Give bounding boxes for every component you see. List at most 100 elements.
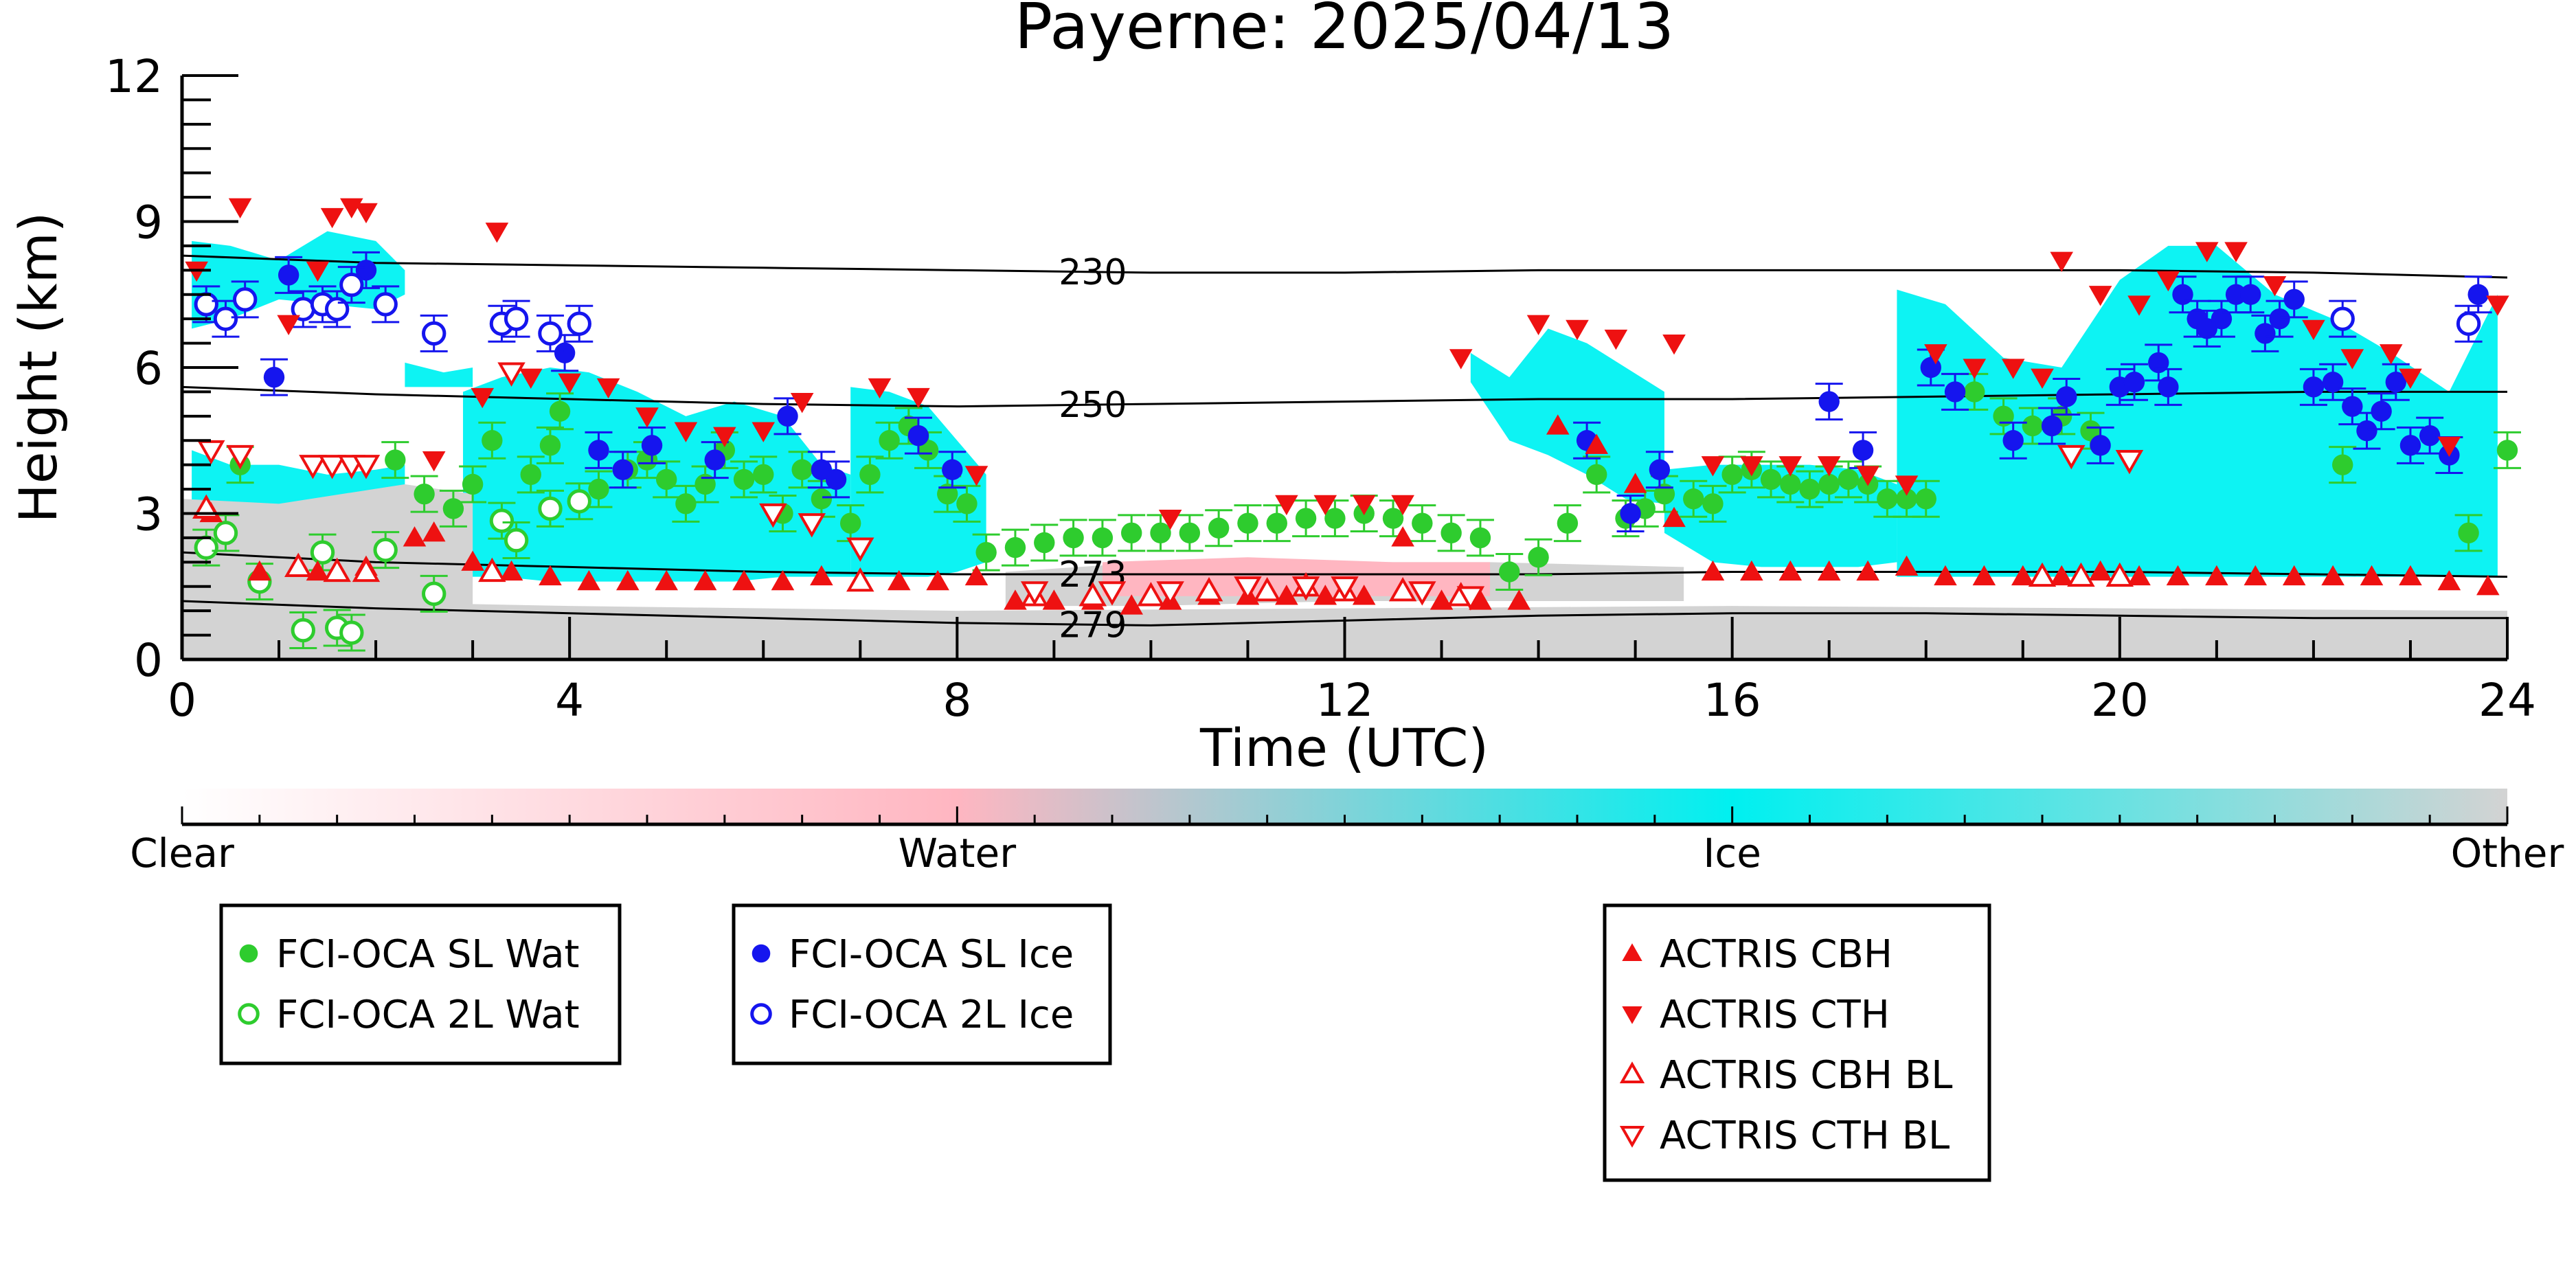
legend-marker	[1622, 943, 1642, 962]
data-point	[306, 261, 330, 282]
colorbar-label: Other	[2451, 830, 2564, 877]
data-point	[1331, 576, 1359, 601]
data-point	[1291, 576, 1320, 601]
data-point	[798, 513, 826, 538]
data-point	[2342, 396, 2363, 417]
data-series	[185, 198, 2521, 652]
data-point	[422, 321, 447, 346]
data-point	[1778, 560, 1803, 581]
data-point	[2419, 425, 2441, 447]
data-point	[1683, 488, 1704, 510]
data-point	[1382, 508, 1404, 529]
data-point	[1895, 555, 1919, 576]
data-point	[2282, 565, 2306, 586]
series-fci-oca-2l-ice	[192, 266, 2483, 352]
data-point	[2050, 251, 2074, 272]
data-point	[1078, 582, 1107, 607]
data-point	[2456, 311, 2481, 336]
data-point	[907, 387, 930, 409]
data-point	[2437, 436, 2461, 457]
data-point	[1195, 577, 1223, 602]
data-point	[352, 557, 381, 583]
data-point	[1856, 560, 1879, 581]
data-point	[2321, 565, 2345, 586]
y-tick-label: 3	[134, 488, 163, 541]
data-point	[2002, 430, 2024, 451]
data-point	[310, 540, 335, 565]
data-point	[1137, 582, 1165, 607]
data-point	[656, 468, 677, 490]
data-point	[194, 535, 218, 560]
data-point	[1818, 391, 1840, 412]
data-point	[2195, 242, 2219, 262]
legend-label: FCI-OCA SL Wat	[276, 932, 580, 977]
data-point	[2028, 562, 2057, 587]
data-point	[1391, 495, 1414, 516]
data-point	[2379, 344, 2403, 365]
data-point	[2399, 435, 2421, 456]
data-point	[615, 569, 640, 591]
series-actris-cth-bl	[197, 362, 2144, 611]
legend-label: FCI-OCA 2L Wat	[276, 993, 580, 1037]
data-point	[462, 473, 484, 495]
data-point	[1740, 456, 1763, 477]
data-point	[284, 552, 313, 578]
data-point	[704, 449, 725, 471]
legend-marker	[1619, 1061, 1645, 1084]
data-point	[825, 468, 847, 490]
data-point	[1944, 381, 1966, 403]
data-point	[1313, 495, 1337, 516]
colorbar-label: Ice	[1703, 830, 1761, 877]
data-point	[1266, 512, 1287, 534]
data-point	[1799, 478, 1820, 500]
colorbar-label: Water	[899, 830, 1017, 877]
data-point	[2322, 372, 2344, 393]
data-point	[926, 569, 949, 591]
region-ice	[405, 362, 473, 387]
data-point	[414, 483, 435, 505]
data-point	[2056, 386, 2077, 407]
data-point	[810, 565, 833, 586]
data-point	[1092, 527, 1114, 549]
data-point	[567, 489, 591, 514]
data-point	[2090, 435, 2111, 456]
data-point	[442, 498, 464, 519]
data-point	[2041, 415, 2063, 437]
data-point	[323, 557, 351, 583]
isotherm-label-250: 250	[1059, 385, 1127, 426]
data-point	[339, 272, 364, 297]
data-point	[1838, 468, 1860, 490]
data-point	[596, 378, 620, 399]
classification-colorbar: Clear Water Ice Other	[130, 789, 2564, 877]
data-point	[1818, 473, 1840, 495]
data-point	[1896, 488, 1917, 510]
data-point	[846, 567, 874, 592]
data-point	[385, 449, 406, 471]
data-point	[1964, 381, 1985, 403]
data-point	[588, 440, 609, 461]
data-point	[1499, 561, 1520, 583]
data-point	[213, 521, 238, 545]
data-point	[278, 264, 300, 286]
data-point	[2158, 376, 2179, 398]
data-point	[1702, 493, 1724, 515]
data-point	[1253, 577, 1281, 602]
data-point	[539, 435, 561, 456]
data-point	[2269, 308, 2290, 330]
data-point	[1469, 527, 1491, 549]
data-point	[2088, 286, 2112, 306]
data-point	[2022, 415, 2044, 437]
data-point	[1208, 517, 1230, 539]
data-point	[694, 473, 716, 495]
data-point	[790, 392, 814, 414]
data-point	[324, 297, 350, 321]
legend-marker	[752, 944, 771, 963]
data-point	[2172, 284, 2193, 305]
data-point	[2211, 308, 2233, 330]
data-point	[1408, 581, 1436, 606]
data-point	[277, 315, 300, 336]
data-point	[2123, 372, 2145, 393]
data-point	[1179, 522, 1201, 544]
data-point	[771, 569, 795, 591]
data-point	[2088, 560, 2112, 581]
